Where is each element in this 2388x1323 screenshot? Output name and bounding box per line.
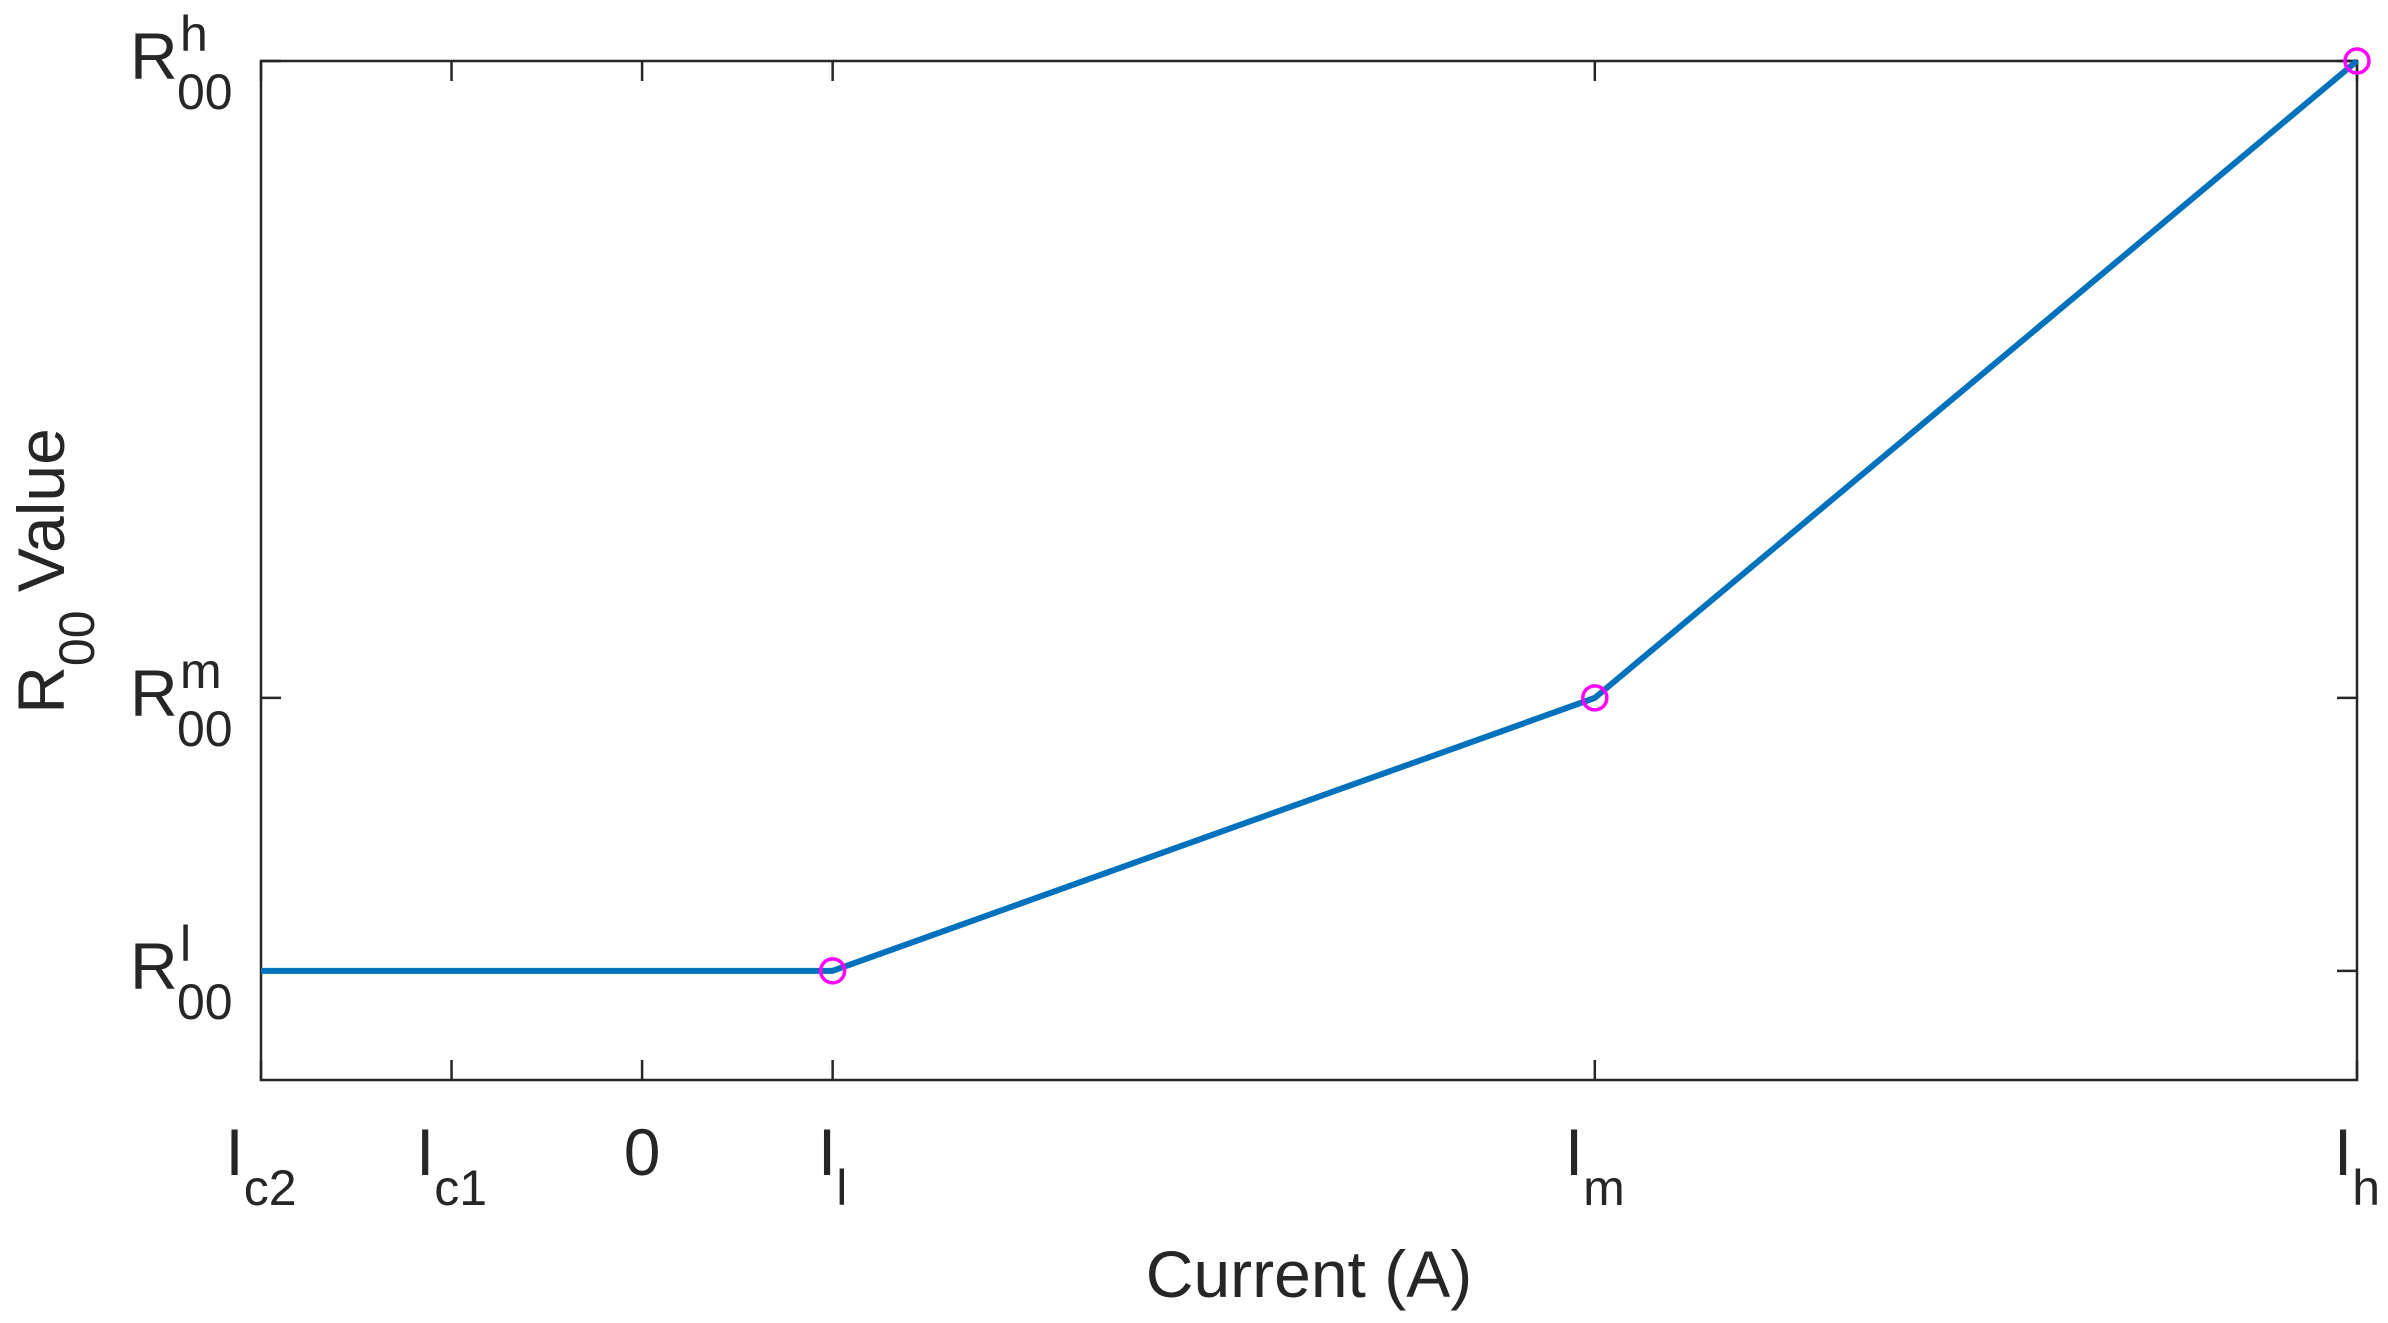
x-tick-label: Ic2 bbox=[225, 1115, 296, 1216]
data-point-marker bbox=[1581, 684, 1609, 712]
axis-labels: Current (A) R00 Value bbox=[4, 428, 1472, 1311]
series-line bbox=[261, 58, 2359, 974]
x-tick-label: Il bbox=[818, 1115, 847, 1216]
y-axis-label: R00 Value bbox=[4, 428, 105, 714]
axes-box bbox=[259, 59, 2359, 1082]
x-tick-label: Im bbox=[1565, 1115, 1625, 1216]
svg-text:R: R bbox=[130, 929, 178, 1003]
plot-area bbox=[259, 59, 2359, 1082]
marker-layer bbox=[818, 47, 2371, 985]
x-tick-label: Ic1 bbox=[416, 1115, 487, 1216]
data-point-marker bbox=[2343, 47, 2371, 75]
svg-text:R: R bbox=[130, 19, 178, 93]
svg-text:R: R bbox=[130, 656, 178, 730]
x-tick-label: Ih bbox=[2334, 1115, 2380, 1216]
series-layer bbox=[261, 58, 2359, 974]
y-tick-label: R 00m bbox=[130, 643, 233, 757]
x-axis-label: Current (A) bbox=[1146, 1237, 1472, 1311]
svg-text:m: m bbox=[180, 643, 222, 699]
svg-text:00: 00 bbox=[177, 64, 233, 120]
y-tick-label: R 00l bbox=[130, 916, 233, 1030]
svg-text:00: 00 bbox=[177, 701, 233, 757]
svg-text:l: l bbox=[180, 916, 191, 972]
svg-text:00: 00 bbox=[177, 974, 233, 1030]
y-tick-label: R 00h bbox=[130, 6, 233, 120]
x-tick-label: 0 bbox=[624, 1115, 661, 1189]
data-point-marker bbox=[818, 957, 847, 985]
svg-text:h: h bbox=[180, 6, 208, 62]
